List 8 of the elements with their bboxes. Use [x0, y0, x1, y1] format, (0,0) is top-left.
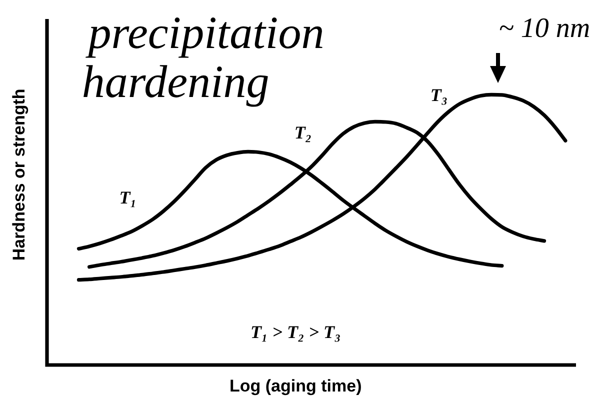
series-label: T₁ [119, 188, 137, 208]
x-axis-title: Log (aging time) [230, 376, 362, 396]
chart-title: precipitation hardening [82, 7, 324, 107]
y-axis-title: Hardness or strength [10, 88, 29, 261]
text: ~ 10 nm [498, 12, 590, 44]
series-label: T₂ [294, 122, 312, 143]
annotation: T₁ > T₂ > T₃ [250, 322, 341, 342]
series-label: T₃ [430, 84, 448, 105]
